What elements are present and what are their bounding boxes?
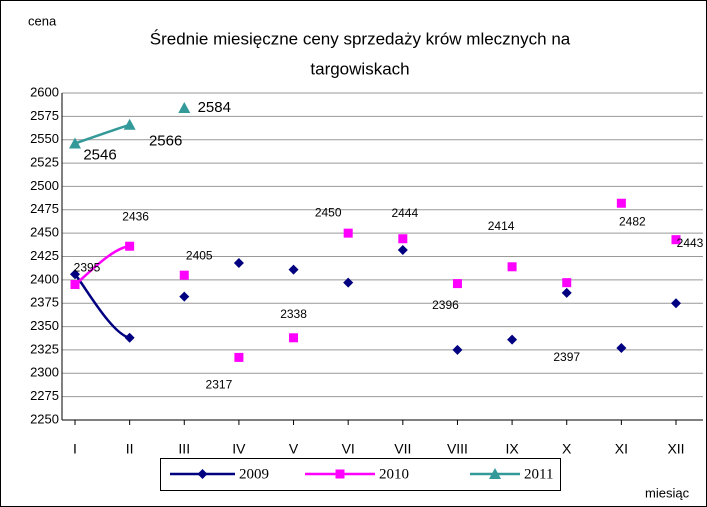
point	[671, 235, 681, 245]
data-label: 2395	[74, 261, 101, 275]
x-tick-label: X	[562, 441, 572, 457]
point	[123, 118, 136, 130]
y-tick-label: 2250	[30, 411, 59, 426]
data-label: 2338	[280, 307, 307, 321]
data-label: 2566	[149, 133, 182, 150]
series-line	[74, 273, 131, 340]
y-tick-label: 2600	[30, 84, 59, 99]
y-tick-label: 2525	[30, 155, 59, 170]
point	[289, 333, 299, 343]
y-tick-label: 2275	[30, 388, 59, 403]
data-label: 2414	[488, 219, 515, 233]
x-tick-label: VII	[394, 441, 411, 457]
data-label: 2450	[315, 205, 342, 219]
x-tick-label: XII	[667, 441, 684, 457]
y-tick-label: 2550	[30, 131, 59, 146]
data-label: 2397	[553, 350, 580, 364]
y-tick-label: 2425	[30, 248, 59, 263]
x-tick-label: IV	[232, 441, 246, 457]
point	[70, 280, 80, 290]
point	[69, 137, 81, 149]
y-tick-label: 2375	[30, 295, 59, 310]
y-tick-label: 2300	[30, 365, 59, 380]
point	[452, 279, 462, 289]
legend-marker	[489, 468, 501, 479]
x-tick-label: IX	[505, 441, 519, 457]
point	[179, 291, 190, 302]
chart-title: Średnie miesięczne ceny sprzedaży krów m…	[150, 29, 571, 48]
data-label: 2546	[83, 146, 116, 163]
x-tick-label: II	[126, 441, 134, 457]
legend-marker	[335, 469, 345, 479]
point	[507, 262, 517, 272]
point	[343, 228, 353, 238]
point	[125, 241, 135, 251]
point	[70, 269, 80, 280]
x-tick-label: I	[73, 441, 77, 457]
point	[397, 244, 408, 255]
y-tick-label: 2575	[30, 108, 59, 123]
legend-label: 2010	[379, 466, 409, 482]
series-line	[74, 123, 131, 145]
point	[178, 101, 191, 113]
y-tick-label: 2325	[30, 341, 59, 356]
x-tick-label: VI	[342, 441, 355, 457]
point	[179, 270, 189, 280]
legend-marker	[197, 469, 208, 479]
data-label: 2444	[391, 206, 418, 220]
data-label: 2396	[432, 298, 459, 312]
x-tick-label: XI	[615, 441, 628, 457]
data-label: 2443	[677, 236, 704, 250]
point	[288, 264, 299, 275]
chart-title: targowiskach	[310, 59, 409, 78]
point	[671, 298, 681, 309]
y-tick-label: 2450	[30, 225, 59, 240]
point	[561, 287, 572, 298]
y-tick-label: 2350	[30, 318, 59, 333]
point	[343, 277, 354, 288]
data-label: 2405	[186, 248, 213, 262]
point	[562, 278, 572, 288]
data-label: 2584	[198, 99, 231, 116]
y-tick-label: 2475	[30, 201, 59, 216]
data-label: 2436	[122, 209, 149, 223]
point	[507, 334, 518, 345]
data-label: 2317	[206, 378, 233, 392]
legend-label: 2011	[524, 466, 553, 482]
y-tick-label: 2500	[30, 178, 59, 193]
data-label: 2482	[619, 214, 646, 228]
point	[398, 234, 408, 244]
y-axis-label: cena	[28, 13, 57, 28]
point	[233, 258, 244, 269]
point	[616, 343, 627, 354]
point	[124, 332, 135, 343]
x-tick-label: III	[178, 441, 190, 457]
point	[452, 344, 463, 355]
x-tick-label: V	[289, 441, 299, 457]
point	[616, 198, 626, 208]
legend-label: 2009	[239, 466, 269, 482]
point	[234, 352, 244, 362]
x-tick-label: VIII	[447, 441, 468, 457]
x-axis-label: miesiąc	[645, 485, 690, 500]
y-tick-label: 2400	[30, 271, 59, 286]
